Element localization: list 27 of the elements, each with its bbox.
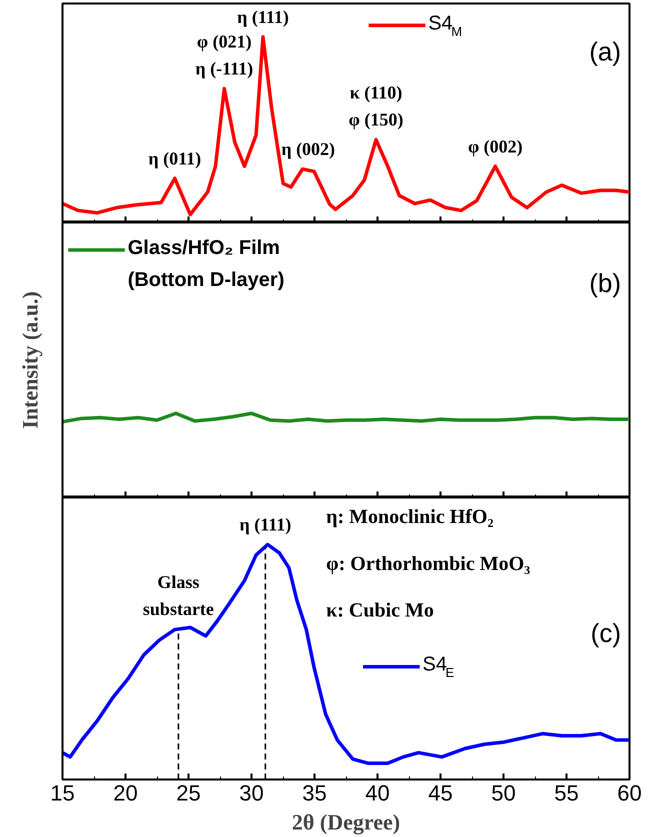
x-tick-label: 30 xyxy=(239,780,264,806)
annotation: φ (021) η (-111) xyxy=(195,32,254,79)
annotation: κ (110) φ (150) xyxy=(348,82,404,130)
y-axis-title: Intensity (a.u.) xyxy=(18,291,42,429)
text: (c) xyxy=(590,618,622,648)
x-tick-label: 20 xyxy=(113,780,138,806)
annotation: η (111) xyxy=(240,514,292,534)
text: η: Monoclinic HfO₂ xyxy=(326,506,494,528)
annotation: φ: Orthorhombic MoO₃ xyxy=(326,552,530,575)
chart-title: (b) xyxy=(589,268,621,298)
x-tick-label: 25 xyxy=(176,780,201,806)
annotation: Glass substarte xyxy=(142,572,214,620)
x-axis-title: 2θ (Degree) xyxy=(292,810,400,834)
x-tick-label: 55 xyxy=(554,780,579,806)
legend-label: Glass/HfO₂ Film (Bottom D-layer) xyxy=(128,237,284,291)
x-tick-label: 60 xyxy=(617,780,642,806)
annotation: η (111) xyxy=(237,6,289,27)
annotation: κ: Cubic Mo xyxy=(326,599,434,622)
x-tick-label: 50 xyxy=(491,780,516,806)
chart-title: (a) xyxy=(589,36,621,67)
annotation: η (011) xyxy=(148,148,202,168)
x-tick-label: 15 xyxy=(50,780,75,806)
x-tick-label: 35 xyxy=(302,780,327,806)
annotation: η (002) xyxy=(281,139,336,160)
x-tick-label: 45 xyxy=(428,780,453,806)
x-tick-label: 40 xyxy=(365,780,390,806)
annotation: φ (002) xyxy=(468,136,523,156)
